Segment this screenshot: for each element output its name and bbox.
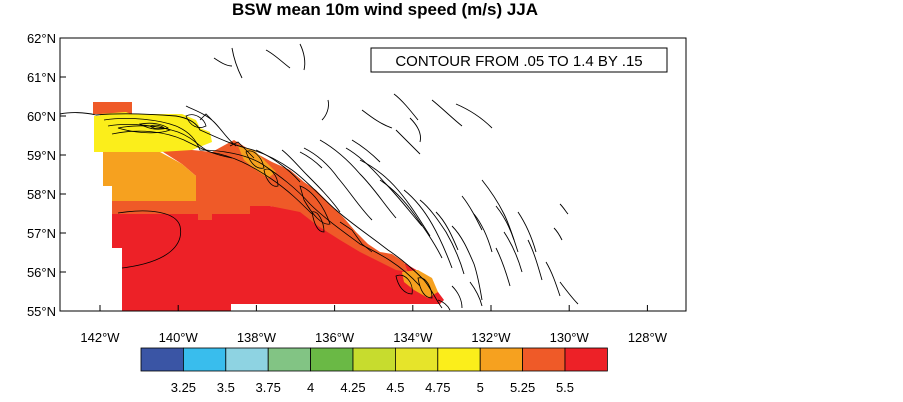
colorbar-label: 3.25	[171, 380, 196, 395]
contour-lines	[103, 113, 433, 299]
colorbar-label: 4	[307, 380, 314, 395]
lon-tick-label: 130°W	[550, 330, 590, 345]
lon-tick-label: 128°W	[628, 330, 668, 345]
lat-tick-label: 60°N	[27, 109, 56, 124]
colorbar-label: 5.25	[510, 380, 535, 395]
colorbar-label: 4.5	[386, 380, 404, 395]
colorbar-label: 5	[477, 380, 484, 395]
colorbar-swatch	[310, 347, 354, 372]
contour-note-box	[370, 47, 668, 73]
colorbar-label: 4.25	[340, 380, 365, 395]
map-frame	[59, 37, 687, 312]
lat-tick-label: 57°N	[27, 226, 56, 241]
field-region-redorange	[112, 140, 408, 272]
colorbar-swatch	[267, 347, 312, 372]
wind-speed-field	[93, 102, 444, 311]
lon-tick-label: 138°W	[237, 330, 277, 345]
lon-tick-label: 134°W	[393, 330, 433, 345]
colorbar-swatch	[140, 347, 184, 372]
lat-tick-label: 62°N	[27, 31, 56, 46]
colorbar-swatch	[564, 347, 608, 372]
lon-tick-label: 132°W	[471, 330, 511, 345]
colorbar-swatch	[437, 347, 481, 372]
colorbar-label: 3.5	[217, 380, 235, 395]
colorbar-label: 4.75	[425, 380, 450, 395]
coastlines	[59, 43, 579, 311]
lon-tick-label: 140°W	[159, 330, 199, 345]
lon-tick-label: 142°W	[80, 330, 120, 345]
colorbar-swatch	[352, 347, 396, 372]
colorbar: 3.25 3.5 3.75 4 4.25 4.5 4.75 5 5.25 5.5	[140, 347, 608, 395]
field-region-topstrip	[93, 102, 132, 114]
lat-tick-label: 61°N	[27, 70, 56, 85]
lon-tick-label: 136°W	[315, 330, 355, 345]
colorbar-swatch	[522, 347, 566, 372]
field-region-red	[112, 206, 444, 311]
colorbar-label: 3.75	[256, 380, 281, 395]
colorbar-swatch	[225, 347, 269, 372]
colorbar-swatch	[182, 347, 227, 372]
lat-tick-label: 59°N	[27, 148, 56, 163]
field-region-orange-coast	[238, 146, 276, 178]
lat-tick-label: 56°N	[27, 265, 56, 280]
contour-note: CONTOUR FROM .05 TO 1.4 BY .15	[395, 53, 642, 70]
colorbar-swatch	[394, 347, 439, 372]
field-region-orange	[103, 152, 196, 201]
colorbar-swatch	[479, 347, 524, 372]
latitude-axis: 62°N 61°N 60°N 59°N 58°N 57°N 56°N 55°N	[27, 31, 66, 319]
longitude-axis: 142°W 140°W 138°W 136°W 134°W 132°W 130°W 128°W	[80, 305, 668, 345]
lat-tick-label: 58°N	[27, 187, 56, 202]
map-title: BSW mean 10m wind speed (m/s) JJA	[231, 0, 539, 19]
lat-tick-label: 55°N	[27, 304, 56, 319]
colorbar-label: 5.5	[556, 380, 574, 395]
